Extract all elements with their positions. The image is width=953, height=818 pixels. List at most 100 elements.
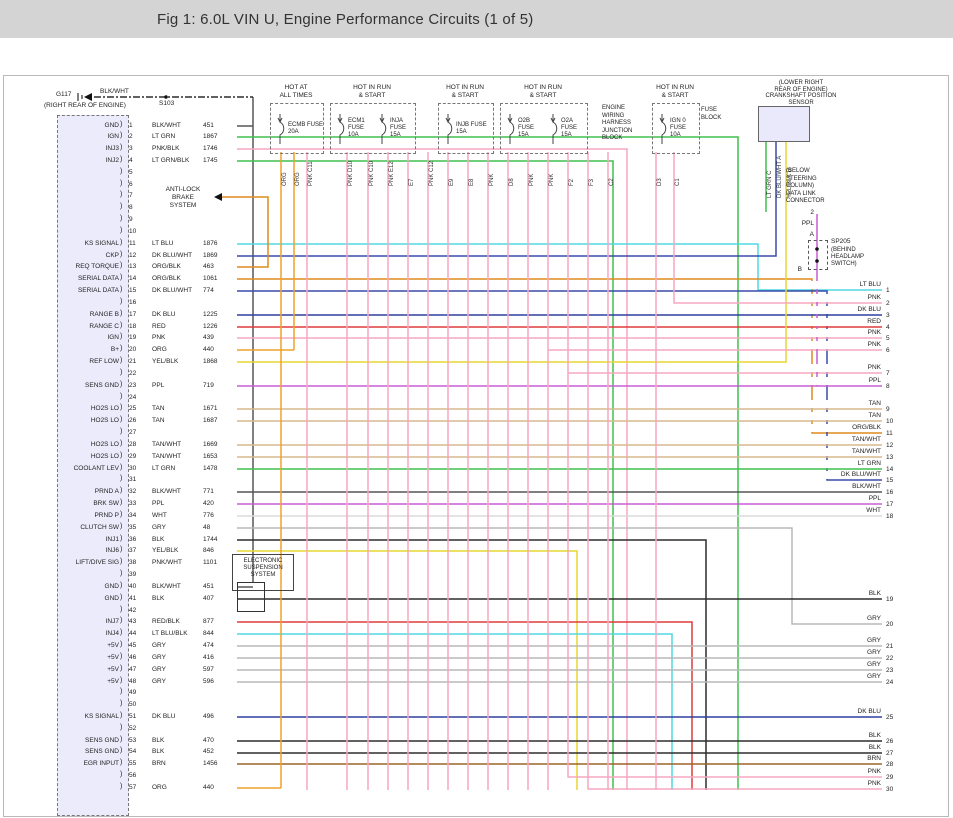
wire-drop-label: PNK <box>549 173 555 186</box>
pin-bracket: ) <box>120 759 123 766</box>
pin-number: 41 <box>129 595 137 602</box>
wire-drop-label: PNK C10 <box>369 160 375 186</box>
wire-drop-label: E7 <box>409 178 415 186</box>
pin-bracket: ) <box>120 404 123 411</box>
connection-arrow-icon <box>214 193 222 201</box>
pin-bracket: ) <box>120 617 123 624</box>
wire-color-label: WHT <box>152 512 167 519</box>
wire-color-label: BLK/WHT <box>152 488 181 495</box>
pin-bracket: ) <box>120 227 123 234</box>
fuse-symbol-icon <box>445 113 453 144</box>
pin-bracket: ) <box>120 712 123 719</box>
pin-function-label: CLUTCH SW <box>80 524 119 531</box>
pin-bracket: ) <box>120 582 123 589</box>
pin-function-label: IGN <box>107 334 119 341</box>
dlc-pin-number: 2 <box>810 209 814 216</box>
wire-color-label: BLK <box>152 595 165 602</box>
wire-color-label: PNK <box>800 294 882 302</box>
wire-color-label: GRY <box>800 673 882 681</box>
pin-number: 35 <box>129 524 137 531</box>
pin-number: 4 <box>886 324 890 331</box>
wire-yel-blk <box>237 140 787 363</box>
pin-number: 2 <box>129 133 133 140</box>
circuit-number: 776 <box>203 512 214 519</box>
pin-bracket: ) <box>120 736 123 743</box>
pin-bracket: ) <box>120 487 123 494</box>
circuit-number: 451 <box>203 583 214 590</box>
pin-function-label: LIFT/DIVE SIG <box>75 559 119 566</box>
electronic-suspension-system-box: ELECTRONIC SUSPENSION SYSTEM <box>232 554 294 591</box>
wire-color-label: DK BLU/WHT <box>152 287 193 294</box>
pin-bracket: ) <box>120 464 123 471</box>
pin-bracket: ) <box>120 700 123 707</box>
pin-number: 52 <box>129 725 137 732</box>
pin-function-label: HO2S LO <box>90 417 119 424</box>
figure-title-bar: Fig 1: 6.0L VIN U, Engine Performance Ci… <box>0 0 953 38</box>
circuit-number: 1653 <box>203 453 218 460</box>
pin-bracket: ) <box>120 594 123 601</box>
pin-function-label: SENS GND <box>85 737 119 744</box>
wire-color-label: ORG/BLK <box>152 263 181 270</box>
wire-color-label: PPL <box>152 500 165 507</box>
wire-color-label: GRY <box>800 661 882 669</box>
pin-function-label: SERIAL DATA <box>77 275 119 282</box>
ckp-lead-label: LT GRN C <box>767 170 773 198</box>
pin-number: 29 <box>129 453 137 460</box>
fuse-symbol-icon <box>507 113 515 144</box>
pin-number: 17 <box>129 311 137 318</box>
pin-number: 31 <box>129 476 137 483</box>
wire-color-label: GRY <box>152 678 166 685</box>
pin-function-label: KS SIGNAL <box>84 713 119 720</box>
wire-dk-blu-wht <box>237 140 777 257</box>
wire-color-label: TAN <box>800 400 882 408</box>
pin-function-label: INJ1 <box>105 536 119 543</box>
pin-number: 20 <box>886 621 894 628</box>
wire-color-label: DK BLU <box>800 708 882 716</box>
pin-number: 30 <box>886 786 894 793</box>
pin-function-label: PRND P <box>94 512 119 519</box>
pin-number: 3 <box>886 312 890 319</box>
pin-number: 57 <box>129 784 137 791</box>
pin-number: 16 <box>129 299 137 306</box>
pin-number: 49 <box>129 689 137 696</box>
pin-number: 9 <box>886 406 890 413</box>
pin-number: 1 <box>886 287 890 294</box>
circuit-number: 1867 <box>203 133 218 140</box>
wire-color-label: RED/BLK <box>152 618 180 625</box>
pin-number: 54 <box>129 748 137 755</box>
pin-bracket: ) <box>120 641 123 648</box>
circuit-number: 439 <box>203 334 214 341</box>
ground-location-label: (RIGHT REAR OF ENGINE) <box>44 102 126 109</box>
pin-bracket: ) <box>120 322 123 329</box>
fuse-box: ECMB FUSE 20A <box>270 103 324 154</box>
circuit-number: 1101 <box>203 559 217 566</box>
wire-color-label: TAN <box>152 417 165 424</box>
pin-number: 9 <box>129 216 133 223</box>
pin-number: 4 <box>129 157 133 164</box>
wire-color-label: BLK <box>800 590 882 598</box>
wire-color-label: DK BLU/WHT <box>152 252 193 259</box>
fuse-name: O2A FUSE <box>561 118 578 131</box>
wire-drop-label: E8 <box>469 178 475 186</box>
pin-number: 18 <box>886 513 894 520</box>
pin-bracket: ) <box>120 475 123 482</box>
wire-color-label: PNK <box>800 768 882 776</box>
circuit-number: 416 <box>203 654 214 661</box>
circuit-number: 877 <box>203 618 214 625</box>
pin-number: 12 <box>886 442 894 449</box>
fuse-symbol-icon <box>379 113 387 144</box>
wire-drop-label: PNK E12 <box>389 161 395 186</box>
wire-color-label: BLK <box>152 737 165 744</box>
pin-function-label: HO2S LO <box>90 441 119 448</box>
pin-bracket: ) <box>120 665 123 672</box>
wire-lt-blu <box>237 243 882 291</box>
wire-color-label: GRY <box>152 524 166 531</box>
pin-bracket: ) <box>120 771 123 778</box>
pin-number: 56 <box>129 772 137 779</box>
pin-number: 26 <box>129 417 137 424</box>
fuse-name: ECM1 FUSE <box>348 118 365 131</box>
pin-function-label: +5V <box>107 678 119 685</box>
circuit-number: 596 <box>203 678 214 685</box>
pin-function-label: SENS GND <box>85 748 119 755</box>
